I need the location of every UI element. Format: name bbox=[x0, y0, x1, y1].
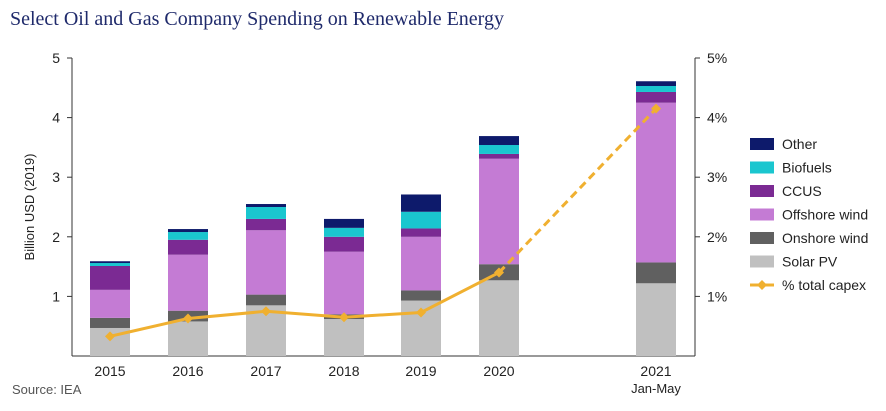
bar-segment-biofuels bbox=[90, 263, 130, 267]
legend-swatch bbox=[750, 208, 774, 221]
bar-segment-ccus bbox=[90, 266, 130, 290]
legend-label: CCUS bbox=[782, 183, 822, 199]
source-note: Source: IEA bbox=[12, 382, 82, 397]
bar-segment-onshore-wind bbox=[246, 294, 286, 306]
legend-swatch bbox=[750, 232, 774, 244]
bar-segment-onshore-wind bbox=[636, 262, 676, 284]
bar-segment-offshore-wind bbox=[90, 289, 130, 318]
bar-segment-other bbox=[636, 81, 676, 87]
line-capex-point bbox=[494, 267, 504, 278]
legend-swatch bbox=[750, 138, 774, 150]
bar-segment-other bbox=[168, 229, 208, 233]
legend-swatch bbox=[750, 255, 774, 268]
y2-tick-label: 2% bbox=[707, 229, 727, 245]
y2-tick-label: 3% bbox=[707, 169, 727, 185]
bar-segment-biofuels bbox=[636, 86, 676, 92]
x-tick-sublabel: Jan-May bbox=[631, 381, 681, 396]
bar-segment-biofuels bbox=[168, 232, 208, 240]
bar-segment-onshore-wind bbox=[401, 290, 441, 301]
y2-tick-label: 1% bbox=[707, 288, 727, 304]
y-tick-label: 4 bbox=[52, 110, 60, 126]
x-tick-label: 2020 bbox=[483, 363, 514, 379]
bar-segment-solar-pv bbox=[636, 283, 676, 356]
line-capex-point bbox=[651, 103, 661, 114]
y-tick-label: 2 bbox=[52, 229, 60, 245]
bar-segment-ccus bbox=[636, 91, 676, 103]
bar-segment-other bbox=[246, 204, 286, 207]
bar-segment-offshore-wind bbox=[636, 102, 676, 263]
legend-swatch bbox=[750, 161, 774, 174]
legend-label: % total capex bbox=[782, 277, 866, 293]
x-tick-label: 2018 bbox=[328, 363, 359, 379]
bar-segment-biofuels bbox=[479, 145, 519, 154]
line-capex-solid bbox=[109, 271, 500, 338]
x-tick-label: 2016 bbox=[172, 363, 203, 379]
bar-segment-biofuels bbox=[401, 211, 441, 229]
bar-segment-offshore-wind bbox=[479, 158, 519, 265]
y-tick-label: 5 bbox=[52, 50, 60, 66]
legend-swatch bbox=[750, 185, 774, 197]
bar-segment-ccus bbox=[168, 239, 208, 255]
legend-label: Other bbox=[782, 136, 817, 152]
bar-segment-other bbox=[324, 218, 364, 228]
bar-segment-onshore-wind bbox=[90, 317, 130, 328]
x-tick-label: 2015 bbox=[94, 363, 125, 379]
bar-segment-biofuels bbox=[246, 207, 286, 219]
x-tick-label: 2017 bbox=[250, 363, 281, 379]
bar-segment-ccus bbox=[246, 218, 286, 231]
bar-segment-ccus bbox=[401, 228, 441, 237]
bar-segment-solar-pv bbox=[168, 321, 208, 356]
chart-title: Select Oil and Gas Company Spending on R… bbox=[10, 8, 504, 30]
bar-segment-ccus bbox=[324, 236, 364, 252]
x-tick-label: 2019 bbox=[405, 363, 436, 379]
bar-segment-other bbox=[401, 194, 441, 212]
bar-segment-solar-pv bbox=[324, 319, 364, 356]
legend-line-marker bbox=[757, 280, 767, 290]
y2-tick-label: 5% bbox=[707, 50, 727, 66]
bar-segment-offshore-wind bbox=[401, 236, 441, 291]
line-capex-dashed bbox=[497, 107, 658, 274]
line-capex-point bbox=[416, 307, 426, 318]
bar-segment-offshore-wind bbox=[246, 230, 286, 295]
line-capex-point bbox=[105, 331, 115, 342]
line-capex-point bbox=[339, 312, 349, 323]
legend-label: Biofuels bbox=[782, 160, 832, 176]
bar-segment-solar-pv bbox=[479, 280, 519, 356]
line-capex-point bbox=[261, 306, 271, 317]
bar-segment-ccus bbox=[479, 153, 519, 159]
y2-tick-label: 4% bbox=[707, 110, 727, 126]
x-tick-label: 2021 bbox=[640, 363, 671, 379]
bar-segment-offshore-wind bbox=[324, 251, 364, 315]
legend-label: Solar PV bbox=[782, 254, 838, 270]
y-tick-label: 1 bbox=[52, 288, 60, 304]
y-tick-label: 3 bbox=[52, 169, 60, 185]
y-axis-title: Billion USD (2019) bbox=[22, 154, 37, 261]
line-capex-point bbox=[183, 313, 193, 324]
bar-segment-other bbox=[479, 136, 519, 146]
bar-segment-offshore-wind bbox=[168, 254, 208, 311]
bar-segment-biofuels bbox=[324, 227, 364, 237]
legend-label: Onshore wind bbox=[782, 230, 868, 246]
bar-segment-other bbox=[90, 261, 130, 264]
legend-label: Offshore wind bbox=[782, 207, 868, 223]
